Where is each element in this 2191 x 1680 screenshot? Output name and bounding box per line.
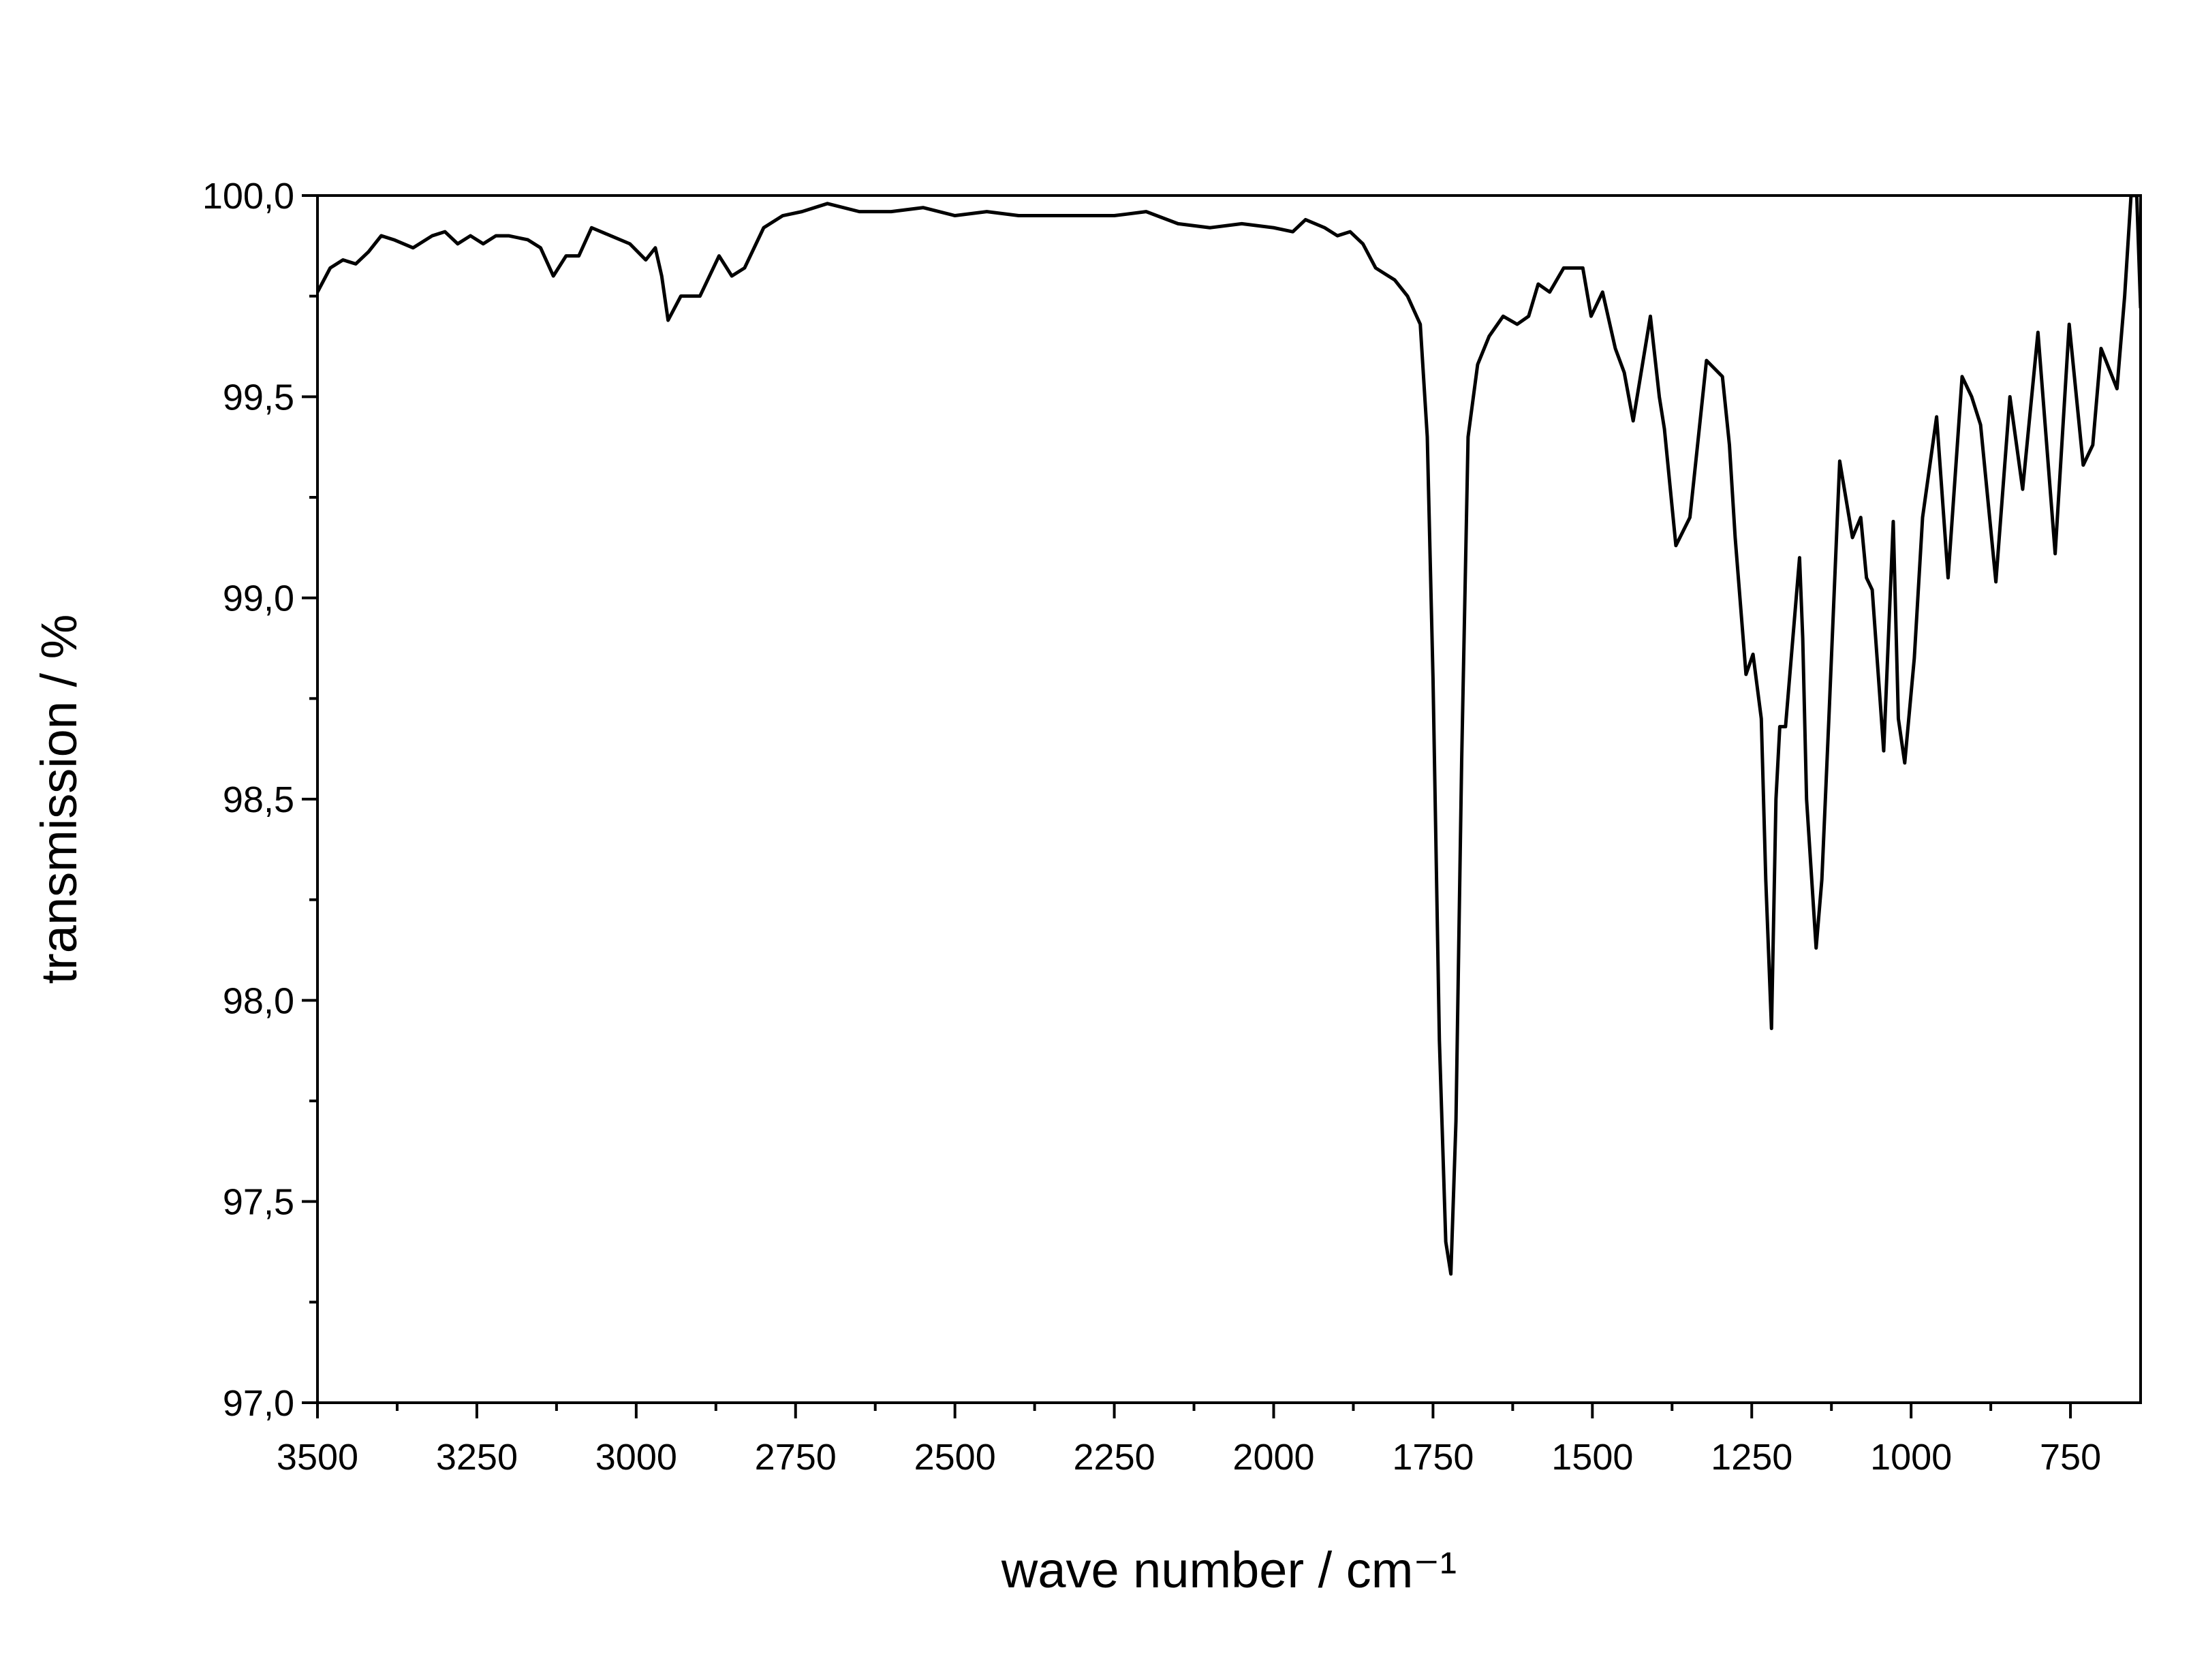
- y-tick-label: 97,5: [223, 1182, 294, 1223]
- y-tick-label: 100,0: [202, 176, 294, 217]
- x-tick-label: 1250: [1711, 1437, 1792, 1478]
- x-tick-label: 1000: [1870, 1437, 1952, 1478]
- y-axis-title: transmission / %: [31, 615, 87, 984]
- y-tick-label: 98,5: [223, 779, 294, 820]
- y-tick-label: 99,5: [223, 377, 294, 418]
- x-axis-title: wave number / cm⁻¹: [1001, 1542, 1457, 1598]
- x-tick-label: 3500: [277, 1437, 358, 1478]
- x-tick-label: 2250: [1074, 1437, 1155, 1478]
- x-tick-label: 3000: [595, 1437, 677, 1478]
- x-tick-label: 750: [2040, 1437, 2101, 1478]
- plot-frame: [316, 194, 2142, 1404]
- x-tick-label: 1500: [1551, 1437, 1633, 1478]
- x-tick-label: 2000: [1232, 1437, 1314, 1478]
- y-tick-label: 99,0: [223, 578, 294, 619]
- y-tick-label: 97,0: [223, 1383, 294, 1424]
- x-tick-label: 2500: [914, 1437, 996, 1478]
- x-tick-label: 2750: [755, 1437, 837, 1478]
- spectrum-line: [317, 196, 2141, 1276]
- x-tick-label: 1750: [1392, 1437, 1474, 1478]
- y-tick-label: 98,0: [223, 980, 294, 1021]
- x-tick-label: 3250: [436, 1437, 518, 1478]
